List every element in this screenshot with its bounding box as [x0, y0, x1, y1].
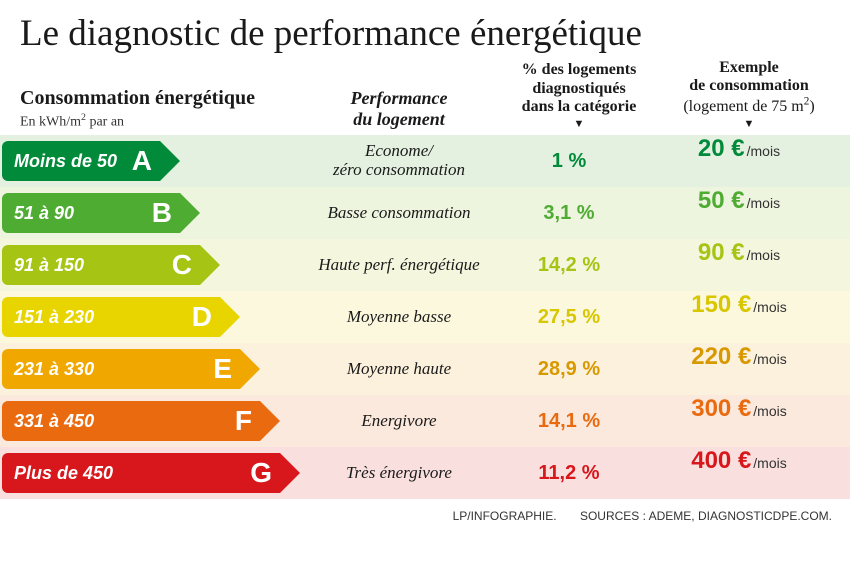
cost-value: 400 € /mois — [644, 447, 834, 499]
triangle-icon: ▼ — [494, 118, 664, 131]
arrow-tip-icon — [220, 297, 240, 337]
cost-unit: /mois — [747, 195, 780, 211]
energy-row: Plus de 450 G Très énergivore 11,2 % 400… — [0, 447, 850, 499]
percentage-value: 14,1 % — [494, 395, 644, 447]
footer-credit: LP/INFOGRAPHIE. — [453, 509, 557, 523]
energy-arrow: 151 à 230 D — [2, 297, 220, 337]
header-example: Exemple de consommation (logement de 75 … — [664, 59, 834, 131]
footer-sources: SOURCES : ADEME, DIAGNOSTICDPE.COM. — [580, 509, 832, 523]
energy-range: Moins de 50 — [2, 151, 117, 172]
cost-number: 90 € — [698, 239, 745, 267]
percentage-value: 14,2 % — [494, 239, 644, 291]
cost-value: 90 € /mois — [644, 239, 834, 291]
cost-number: 20 € — [698, 135, 745, 163]
arrow-cell: Moins de 50 A — [0, 135, 304, 187]
header-performance-l1: Performance — [351, 88, 448, 108]
energy-arrow: Moins de 50 A — [2, 141, 160, 181]
energy-rows: Moins de 50 A Econome/zéro consommation … — [0, 135, 850, 499]
cost-number: 50 € — [698, 187, 745, 215]
arrow-tip-icon — [180, 193, 200, 233]
arrow-cell: 331 à 450 F — [0, 395, 304, 447]
energy-range: 51 à 90 — [2, 203, 74, 224]
energy-arrow: Plus de 450 G — [2, 453, 280, 493]
header-pct-l1: % des logements — [522, 61, 637, 78]
arrow-tip-icon — [200, 245, 220, 285]
performance-label: Moyenne haute — [304, 343, 494, 395]
cost-value: 220 € /mois — [644, 343, 834, 395]
header-percentage: % des logements diagnostiqués dans la ca… — [494, 61, 664, 131]
arrow-tip-icon — [240, 349, 260, 389]
cost-unit: /mois — [753, 351, 786, 367]
energy-row: 231 à 330 E Moyenne haute 28,9 % 220 € /… — [0, 343, 850, 395]
energy-row: 331 à 450 F Energivore 14,1 % 300 € /moi… — [0, 395, 850, 447]
percentage-value: 3,1 % — [494, 187, 644, 239]
percentage-value: 11,2 % — [494, 447, 644, 499]
header-ex-l1: Exemple — [719, 59, 779, 76]
header-pct-l2: diagnostiqués — [532, 80, 625, 97]
performance-label: Moyenne basse — [304, 291, 494, 343]
energy-letter: G — [250, 457, 272, 489]
performance-label: Econome/zéro consommation — [304, 135, 494, 187]
cost-unit: /mois — [747, 247, 780, 263]
energy-letter: F — [235, 405, 252, 437]
arrow-cell: Plus de 450 G — [0, 447, 304, 499]
performance-label: Energivore — [304, 395, 494, 447]
footer: LP/INFOGRAPHIE. SOURCES : ADEME, DIAGNOS… — [0, 499, 850, 523]
cost-number: 300 € — [691, 395, 751, 423]
energy-arrow: 51 à 90 B — [2, 193, 180, 233]
performance-label: Haute perf. énergétique — [304, 239, 494, 291]
energy-row: 51 à 90 B Basse consommation 3,1 % 50 € … — [0, 187, 850, 239]
header-ex-l2: de consommation — [689, 77, 809, 94]
energy-letter: B — [152, 197, 172, 229]
arrow-cell: 51 à 90 B — [0, 187, 304, 239]
cost-unit: /mois — [753, 299, 786, 315]
performance-label: Basse consommation — [304, 187, 494, 239]
header-consumption: Consommation énergétique En kWh/m2 par a… — [20, 87, 304, 131]
energy-letter: E — [213, 353, 232, 385]
energy-letter: C — [172, 249, 192, 281]
arrow-tip-icon — [260, 401, 280, 441]
percentage-value: 28,9 % — [494, 343, 644, 395]
energy-range: Plus de 450 — [2, 463, 113, 484]
column-headers: Consommation énergétique En kWh/m2 par a… — [0, 63, 850, 135]
cost-value: 150 € /mois — [644, 291, 834, 343]
cost-unit: /mois — [753, 455, 786, 471]
triangle-icon: ▼ — [664, 118, 834, 131]
page-title: Le diagnostic de performance énergétique — [0, 0, 850, 63]
arrow-cell: 151 à 230 D — [0, 291, 304, 343]
energy-row: 151 à 230 D Moyenne basse 27,5 % 150 € /… — [0, 291, 850, 343]
header-performance: Performance du logement — [304, 88, 494, 131]
energy-range: 91 à 150 — [2, 255, 84, 276]
cost-value: 300 € /mois — [644, 395, 834, 447]
cost-number: 220 € — [691, 343, 751, 371]
cost-unit: /mois — [753, 403, 786, 419]
performance-label: Très énergivore — [304, 447, 494, 499]
header-pct-l3: dans la catégorie — [522, 98, 637, 115]
percentage-value: 27,5 % — [494, 291, 644, 343]
energy-letter: D — [192, 301, 212, 333]
arrow-cell: 91 à 150 C — [0, 239, 304, 291]
energy-row: 91 à 150 C Haute perf. énergétique 14,2 … — [0, 239, 850, 291]
percentage-value: 1 % — [494, 135, 644, 187]
energy-arrow: 231 à 330 E — [2, 349, 240, 389]
header-consumption-sub: En kWh/m2 par an — [20, 112, 304, 131]
energy-range: 231 à 330 — [2, 359, 94, 380]
cost-number: 150 € — [691, 291, 751, 319]
cost-unit: /mois — [747, 143, 780, 159]
cost-value: 20 € /mois — [644, 135, 834, 187]
arrow-tip-icon — [160, 141, 180, 181]
header-performance-l2: du logement — [353, 109, 445, 129]
header-consumption-main: Consommation énergétique — [20, 87, 304, 110]
energy-letter: A — [132, 145, 152, 177]
energy-range: 151 à 230 — [2, 307, 94, 328]
energy-arrow: 91 à 150 C — [2, 245, 200, 285]
energy-row: Moins de 50 A Econome/zéro consommation … — [0, 135, 850, 187]
cost-value: 50 € /mois — [644, 187, 834, 239]
energy-arrow: 331 à 450 F — [2, 401, 260, 441]
header-ex-l3: (logement de 75 m2) — [683, 98, 814, 115]
arrow-cell: 231 à 330 E — [0, 343, 304, 395]
energy-range: 331 à 450 — [2, 411, 94, 432]
arrow-tip-icon — [280, 453, 300, 493]
cost-number: 400 € — [691, 447, 751, 475]
